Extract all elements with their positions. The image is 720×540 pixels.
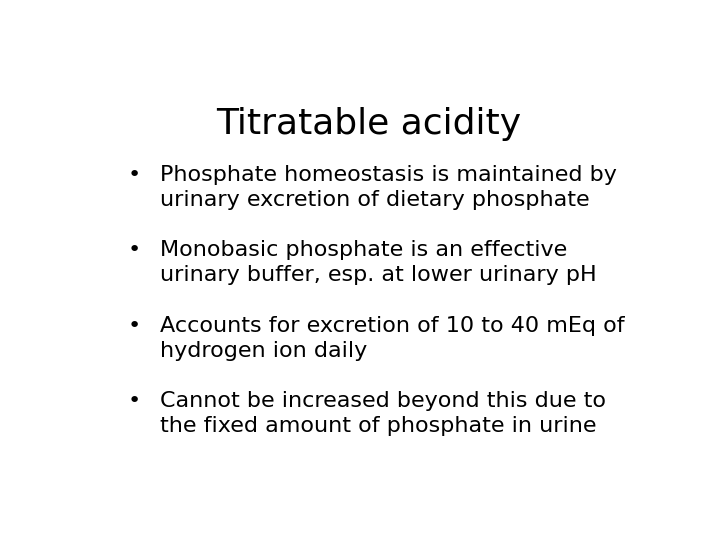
Text: •: • <box>127 392 140 411</box>
Text: •: • <box>127 240 140 260</box>
Text: Cannot be increased beyond this due to
the fixed amount of phosphate in urine: Cannot be increased beyond this due to t… <box>160 392 606 436</box>
Text: Monobasic phosphate is an effective
urinary buffer, esp. at lower urinary pH: Monobasic phosphate is an effective urin… <box>160 240 596 285</box>
Text: •: • <box>127 316 140 336</box>
Text: •: • <box>127 165 140 185</box>
Text: Phosphate homeostasis is maintained by
urinary excretion of dietary phosphate: Phosphate homeostasis is maintained by u… <box>160 165 616 210</box>
Text: Accounts for excretion of 10 to 40 mEq of
hydrogen ion daily: Accounts for excretion of 10 to 40 mEq o… <box>160 316 624 361</box>
Text: Titratable acidity: Titratable acidity <box>217 107 521 141</box>
